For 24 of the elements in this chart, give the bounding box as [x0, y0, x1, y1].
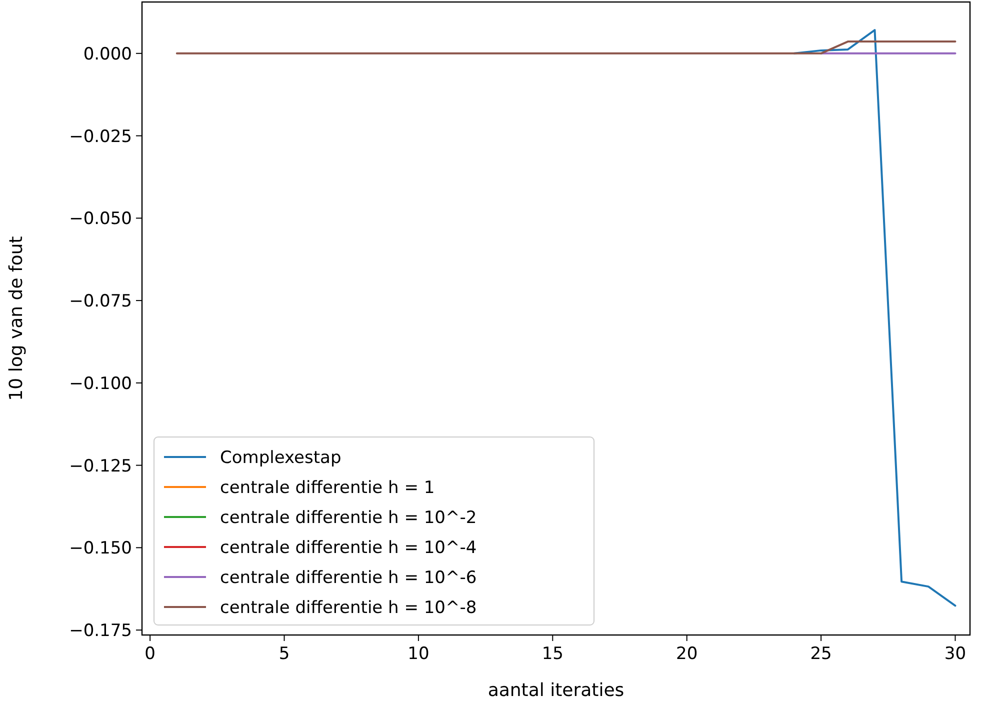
line-series: [793, 29, 956, 607]
y-tick-label: −0.075: [69, 292, 132, 312]
x-tick-label: 10: [408, 644, 430, 664]
y-tick-label: −0.150: [69, 538, 132, 559]
x-tick-label: 0: [144, 644, 156, 664]
y-tick-label: −0.125: [69, 456, 132, 476]
x-tick-label: 5: [278, 644, 290, 664]
y-axis-title: 10 log van de fout: [6, 236, 27, 401]
y-tick-label: 0.000: [83, 44, 132, 64]
legend-label: centrale differentie h = 10^-2: [220, 508, 477, 528]
x-axis-title: aantal iteraties: [488, 680, 624, 701]
legend-label: centrale differentie h = 10^-4: [220, 538, 477, 558]
legend-label: Complexestap: [220, 448, 342, 468]
x-tick-label: 30: [944, 644, 966, 664]
y-tick-label: −0.175: [69, 621, 132, 642]
legend-label: centrale differentie h = 10^-6: [220, 568, 477, 588]
legend-label: centrale differentie h = 1: [220, 478, 435, 498]
y-tick-label: −0.100: [69, 374, 132, 394]
x-tick-label: 20: [676, 644, 698, 664]
y-tick-label: −0.025: [69, 126, 132, 147]
legend-label: centrale differentie h = 10^-8: [220, 598, 477, 618]
x-tick-label: 25: [810, 644, 832, 664]
y-tick-label: −0.050: [69, 209, 132, 230]
x-tick-label: 15: [542, 644, 564, 664]
